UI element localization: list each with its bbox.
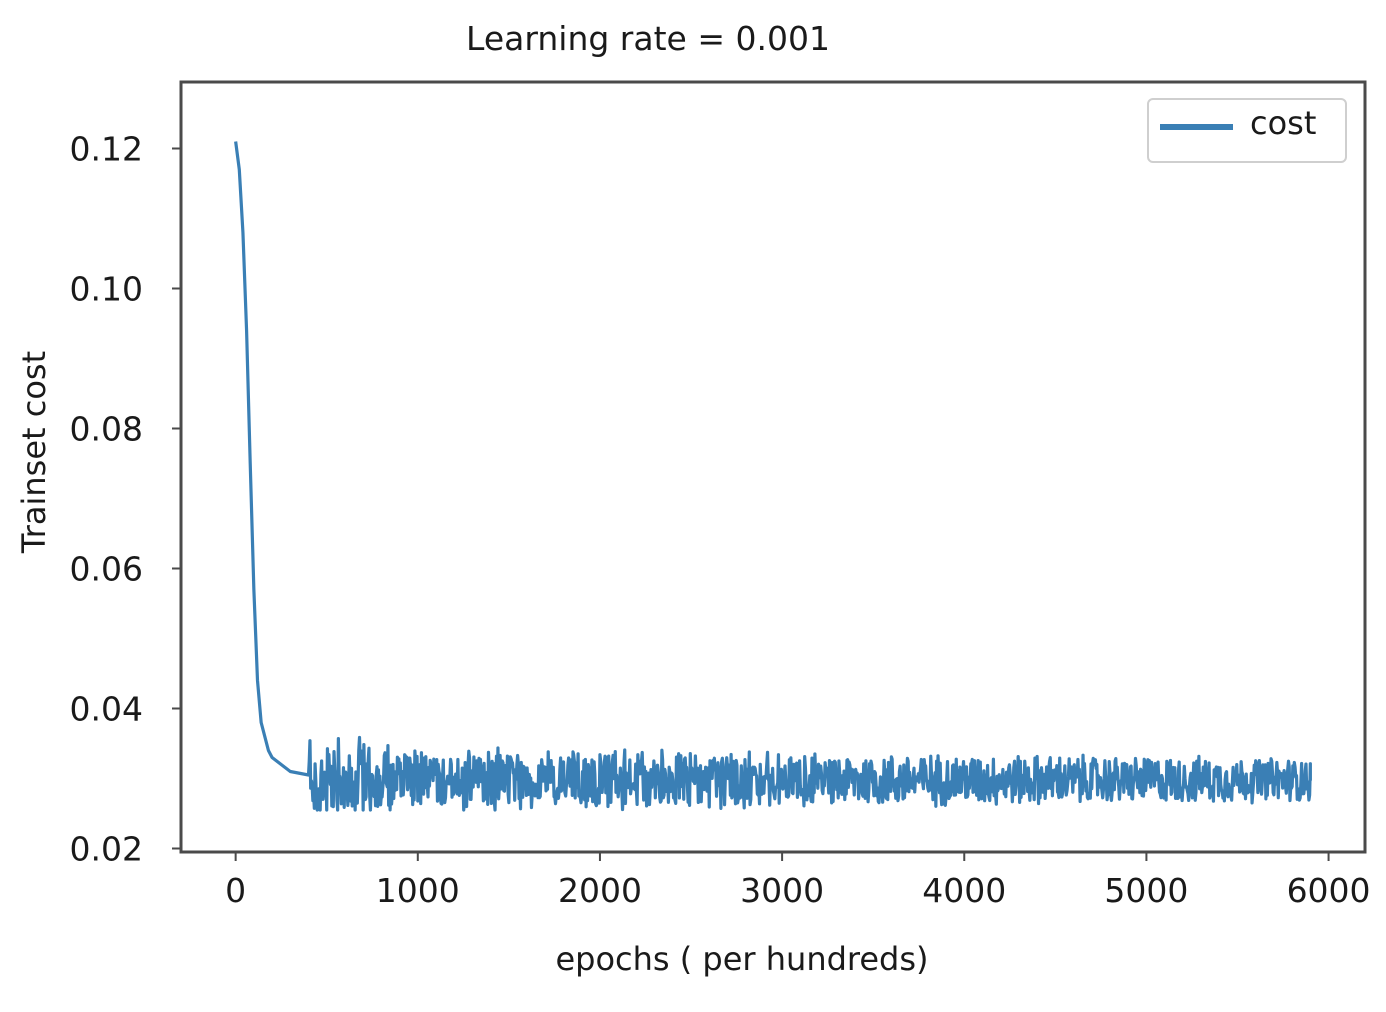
x-tick-label: 5000 bbox=[1104, 871, 1188, 910]
legend: cost bbox=[1147, 98, 1347, 163]
x-tick-label: 6000 bbox=[1287, 871, 1371, 910]
x-axis-label: epochs ( per hundreds) bbox=[555, 940, 928, 978]
y-tick-label: 0.08 bbox=[70, 410, 143, 449]
y-tick-label: 0.02 bbox=[70, 830, 143, 869]
ticks: 0 1000 2000 3000 4000 5000 6000 0.02 0.04 0.06 0.0… bbox=[70, 130, 1371, 911]
legend-box bbox=[1147, 98, 1347, 163]
y-tick-label: 0.06 bbox=[70, 550, 143, 589]
x-tick-label: 0 bbox=[225, 871, 246, 910]
y-tick-label: 0.10 bbox=[70, 270, 143, 309]
legend-label-cost: cost bbox=[1250, 104, 1316, 142]
chart-title: Learning rate = 0.001 bbox=[466, 19, 830, 58]
plot-area-frame bbox=[179, 80, 1367, 854]
series-line-cost bbox=[234, 141, 1312, 812]
x-tick-label: 2000 bbox=[558, 871, 642, 910]
series-layer bbox=[234, 141, 1312, 812]
x-tick-label: 3000 bbox=[740, 871, 824, 910]
x-tick-label: 1000 bbox=[376, 871, 460, 910]
y-tick-label: 0.04 bbox=[70, 690, 143, 729]
y-axis-label: Trainset cost bbox=[15, 351, 53, 554]
x-tick-label: 4000 bbox=[922, 871, 1006, 910]
y-tick-label: 0.12 bbox=[70, 130, 143, 169]
